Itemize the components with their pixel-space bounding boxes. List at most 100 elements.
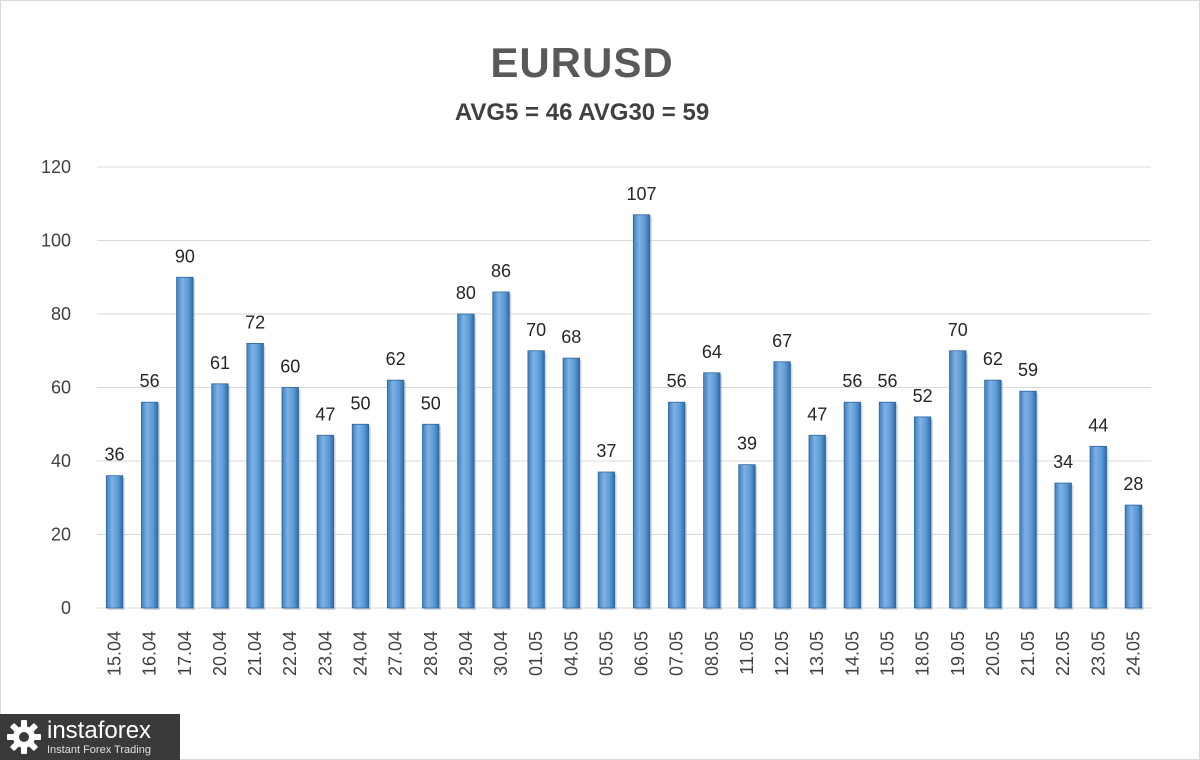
bar-16.04 [141, 401, 159, 609]
data-label: 28 [1123, 474, 1143, 494]
data-label: 56 [842, 371, 862, 391]
data-label: 59 [1018, 360, 1038, 380]
data-label: 107 [627, 184, 657, 204]
bar-11.05 [738, 464, 756, 609]
bar-23.04 [316, 434, 335, 609]
x-tick-label: 01.05 [526, 631, 546, 676]
data-label: 90 [175, 246, 195, 266]
x-tick-label: 18.05 [913, 631, 933, 676]
x-tick-label: 05.05 [596, 631, 616, 676]
data-label: 62 [386, 349, 406, 369]
x-tick-label: 22.05 [1053, 631, 1073, 676]
x-tick-label: 27.04 [386, 631, 406, 676]
data-label: 62 [983, 349, 1003, 369]
bar-30.04 [492, 291, 510, 609]
y-tick-label: 20 [51, 525, 71, 545]
data-label: 68 [561, 327, 581, 347]
x-axis-ticks: 15.04 16.04 17.04 20.04 21.04 22.04 23.04 24.04… [105, 631, 1144, 676]
bar-15.04 [105, 475, 124, 609]
x-tick-label: 15.05 [878, 631, 898, 676]
x-tick-label: 20.05 [983, 631, 1003, 676]
bar-12.05 [773, 361, 791, 609]
bar-28.04 [422, 423, 440, 609]
data-label: 36 [105, 445, 125, 465]
bar-01.05 [527, 350, 545, 609]
bar-23.05 [1089, 445, 1107, 609]
data-label: 37 [596, 441, 616, 461]
x-tick-label: 21.05 [1018, 631, 1038, 676]
bar-22.04 [281, 387, 299, 609]
data-labels: 36 56 90 61 72 60 47 50 62 50 80 86 70 68 37 107 56 64 39 6… [105, 184, 1144, 494]
bars [105, 214, 1144, 610]
bar-04.05 [562, 357, 580, 609]
data-label: 50 [350, 393, 370, 413]
bar-08.05 [703, 372, 721, 609]
bar-13.05 [808, 434, 826, 609]
data-label: 50 [421, 393, 441, 413]
data-label: 72 [245, 312, 265, 332]
data-label: 44 [1088, 415, 1108, 435]
x-tick-label: 24.04 [351, 631, 371, 676]
x-tick-label: 14.05 [842, 631, 862, 676]
x-tick-label: 29.04 [456, 631, 476, 676]
logo-brand: instaforex [47, 716, 152, 744]
bar-24.05 [1124, 504, 1143, 609]
x-tick-label: 21.04 [245, 631, 265, 676]
x-tick-label: 12.05 [772, 631, 792, 676]
x-tick-label: 06.05 [632, 631, 652, 676]
bar-19.05 [949, 350, 967, 609]
data-label: 80 [456, 283, 476, 303]
x-tick-label: 19.05 [948, 631, 968, 676]
x-tick-label: 30.04 [491, 631, 511, 676]
y-tick-label: 60 [51, 378, 71, 398]
bar-29.04 [457, 313, 475, 609]
data-label: 39 [737, 434, 757, 454]
grid-lines [97, 166, 1151, 609]
data-label: 67 [772, 331, 792, 351]
data-label: 64 [702, 342, 722, 362]
chart-title: EURUSD [490, 39, 674, 86]
x-tick-label: 07.05 [667, 631, 687, 676]
x-tick-label: 20.04 [210, 631, 230, 676]
y-tick-label: 100 [41, 231, 71, 251]
gear-icon [7, 720, 41, 754]
x-tick-label: 16.04 [140, 631, 160, 676]
x-tick-label: 28.04 [421, 631, 441, 676]
x-tick-label: 13.05 [807, 631, 827, 676]
x-tick-label: 23.04 [315, 631, 335, 676]
bar-14.05 [843, 401, 862, 609]
x-tick-label: 08.05 [702, 631, 722, 676]
bar-20.05 [984, 379, 1002, 609]
y-tick-label: 120 [41, 157, 71, 177]
bar-06.05 [632, 214, 651, 609]
data-label: 56 [877, 371, 897, 391]
bar-24.04 [351, 423, 370, 609]
x-tick-label: 22.04 [280, 631, 300, 676]
data-label: 52 [913, 386, 933, 406]
instaforex-logo: instaforex Instant Forex Trading [0, 714, 180, 760]
x-tick-label: 24.05 [1123, 631, 1143, 676]
bar-18.05 [913, 416, 932, 609]
data-label: 60 [280, 357, 300, 377]
data-label: 61 [210, 353, 230, 373]
data-label: 86 [491, 261, 511, 281]
y-tick-label: 0 [61, 598, 71, 618]
bar-22.05 [1054, 482, 1072, 609]
logo-tagline: Instant Forex Trading [47, 743, 151, 756]
bar-15.05 [878, 401, 897, 609]
x-tick-label: 04.05 [561, 631, 581, 676]
bar-21.04 [246, 342, 264, 609]
x-tick-label: 11.05 [737, 631, 757, 675]
data-label: 56 [667, 371, 687, 391]
x-tick-label: 23.05 [1088, 631, 1108, 676]
data-label: 56 [140, 371, 160, 391]
y-axis-ticks: 0 20 40 60 80 100 120 [41, 157, 71, 618]
bar-17.04 [176, 276, 194, 609]
data-label: 70 [526, 320, 546, 340]
chart-subtitle: AVG5 = 46 AVG30 = 59 [454, 99, 710, 126]
bar-07.05 [668, 401, 686, 609]
data-label: 47 [807, 404, 827, 424]
bar-20.04 [211, 383, 229, 609]
bar-21.05 [1019, 390, 1037, 609]
